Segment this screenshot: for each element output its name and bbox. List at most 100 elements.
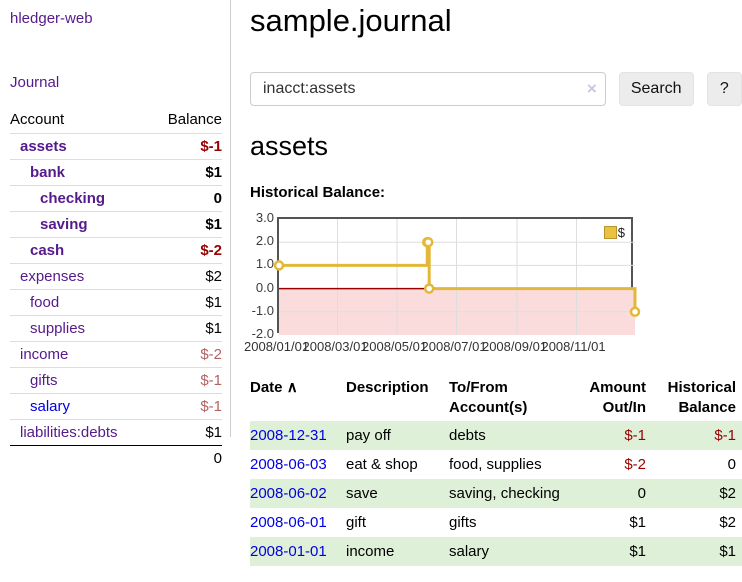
transaction-date-link[interactable]: 2008-12-31 — [250, 427, 327, 444]
x-axis-label: 2008/11/01 — [541, 339, 606, 354]
x-axis-label: 2008/05/01 — [362, 339, 428, 354]
transaction-accounts: gifts — [449, 514, 477, 531]
account-row: liabilities:debts $1 — [10, 419, 222, 446]
transaction-accounts: debts — [449, 427, 486, 444]
transaction-date-link[interactable]: 2008-06-01 — [250, 514, 327, 531]
account-link[interactable]: food — [30, 294, 60, 311]
transaction-balance: $2 — [719, 485, 736, 502]
chart-legend: $ — [603, 225, 625, 240]
search-button[interactable]: Search — [618, 72, 694, 106]
transaction-date-link[interactable]: 2008-06-02 — [250, 485, 327, 502]
main-content: sample.journal × Search ? assets Histori… — [244, 0, 742, 566]
transaction-date-link[interactable]: 2008-06-03 — [250, 456, 327, 473]
account-link[interactable]: checking — [40, 190, 106, 207]
clear-search-icon[interactable]: × — [586, 79, 597, 98]
register-header-amount: Amount Out/In — [589, 379, 646, 416]
account-balance: $-1 — [200, 372, 222, 389]
account-link[interactable]: liabilities:debts — [20, 424, 118, 441]
balance-chart: $ 3.0 2.0 1.0 0.0 -1.0 -2.0 2008/01/01 2008/03/… — [244, 210, 742, 359]
sidebar: hledger-web Journal Account Balance asse… — [0, 0, 231, 467]
account-row: assets $-1 — [10, 133, 222, 160]
data-point-marker — [423, 283, 435, 294]
legend-swatch-icon — [603, 226, 617, 239]
account-link[interactable]: gifts — [30, 372, 58, 389]
y-axis-label: -2.0 — [251, 326, 274, 341]
transaction-accounts: salary — [449, 543, 490, 560]
register-table-body: 2008-12-31 pay off debts $-1 $-1 2008-06-03 ea… — [250, 421, 742, 566]
register-table: Date ∧ Description To/From Account(s) Am… — [250, 375, 742, 566]
account-row: cash $-2 — [10, 237, 222, 264]
y-axis-label: 0.0 — [255, 279, 274, 295]
account-row: supplies $1 — [10, 315, 222, 342]
account-balance: $-1 — [200, 398, 222, 415]
account-balance: $1 — [205, 294, 222, 311]
search-form: × Search ? — [250, 72, 742, 106]
register-header-date[interactable]: Date ∧ — [250, 375, 346, 421]
y-axis-label: 3.0 — [255, 210, 274, 225]
legend-label: $ — [617, 225, 625, 240]
y-axis-label: 1.0 — [255, 256, 274, 272]
account-balance: $-1 — [200, 138, 222, 155]
account-balance: $2 — [205, 268, 222, 285]
data-point-marker — [422, 236, 434, 248]
register-row[interactable]: 2008-01-01 income salary $1 $1 — [250, 537, 742, 566]
account-link[interactable]: supplies — [30, 320, 86, 337]
app-title-link[interactable]: hledger-web — [10, 10, 93, 27]
transaction-amount: $1 — [629, 514, 646, 531]
account-balance: $-2 — [200, 242, 222, 259]
chart-canvas — [273, 219, 641, 335]
account-row: salary $-1 — [10, 393, 222, 420]
transaction-amount: $1 — [629, 543, 646, 560]
transaction-description: pay off — [346, 427, 391, 444]
accounts-total-value: 0 — [213, 450, 222, 467]
data-point-marker — [629, 306, 641, 318]
x-axis-label: 2008/09/01 — [481, 339, 548, 354]
page-title: sample.journal — [250, 3, 452, 38]
search-input[interactable] — [250, 72, 606, 106]
account-row: expenses $2 — [10, 263, 222, 290]
account-link[interactable]: salary — [30, 398, 71, 415]
help-button[interactable]: ? — [706, 72, 742, 106]
search-input-wrap: × — [250, 72, 606, 106]
account-row: saving $1 — [10, 211, 222, 238]
account-row: income $-2 — [10, 341, 222, 368]
accounts-table: Account Balance assets $-1 bank $1 checking 0… — [10, 107, 222, 471]
account-balance: $1 — [205, 164, 222, 181]
x-axis-label: 2008/01/01 — [244, 339, 310, 354]
register-header-row: Date ∧ Description To/From Account(s) Am… — [250, 375, 742, 421]
account-link[interactable]: assets — [20, 138, 67, 155]
account-balance: $-2 — [200, 346, 222, 363]
sidebar-item-journal[interactable]: Journal — [10, 74, 60, 91]
transaction-accounts: saving, checking — [449, 485, 560, 502]
chart-heading: Historical Balance: — [250, 184, 386, 201]
sort-asc-icon[interactable]: ∧ — [286, 379, 298, 396]
account-link[interactable]: saving — [40, 216, 88, 233]
account-row: checking 0 — [10, 185, 222, 212]
register-header-description: Description — [346, 379, 429, 396]
register-row[interactable]: 2008-06-01 gift gifts $1 $2 — [250, 508, 742, 537]
accounts-total-spacer — [10, 446, 151, 472]
transaction-date-link[interactable]: 2008-01-01 — [250, 543, 327, 560]
transaction-accounts: food, supplies — [449, 456, 542, 473]
account-link[interactable]: expenses — [20, 268, 85, 285]
x-axis-label: 2008/03/01 — [302, 339, 368, 354]
transaction-amount: $-2 — [624, 456, 646, 473]
account-title: assets — [250, 131, 329, 161]
register-row[interactable]: 2008-06-02 save saving, checking 0 $2 — [250, 479, 742, 508]
account-row: gifts $-1 — [10, 367, 222, 394]
accounts-header-row: Account Balance — [10, 107, 222, 134]
account-link[interactable]: income — [20, 346, 69, 363]
account-link[interactable]: cash — [30, 242, 65, 259]
accounts-total-row: 0 — [10, 445, 222, 472]
register-row[interactable]: 2008-12-31 pay off debts $-1 $-1 — [250, 421, 742, 450]
transaction-balance: $-1 — [714, 427, 736, 444]
accounts-header-account: Account — [10, 111, 65, 128]
date-header-label: Date — [250, 379, 283, 396]
accounts-table-body: assets $-1 bank $1 checking 0 saving $1 cash $-2 e… — [10, 133, 222, 446]
account-link[interactable]: bank — [30, 164, 66, 181]
y-axis-label: -1.0 — [251, 302, 274, 318]
x-axis-label: 2008/07/01 — [421, 339, 487, 354]
register-row[interactable]: 2008-06-03 eat & shop food, supplies $-2 0 — [250, 450, 742, 479]
register-header-balance: Historical Balance — [667, 379, 736, 416]
register-header-accounts: To/From Account(s) — [449, 379, 528, 416]
